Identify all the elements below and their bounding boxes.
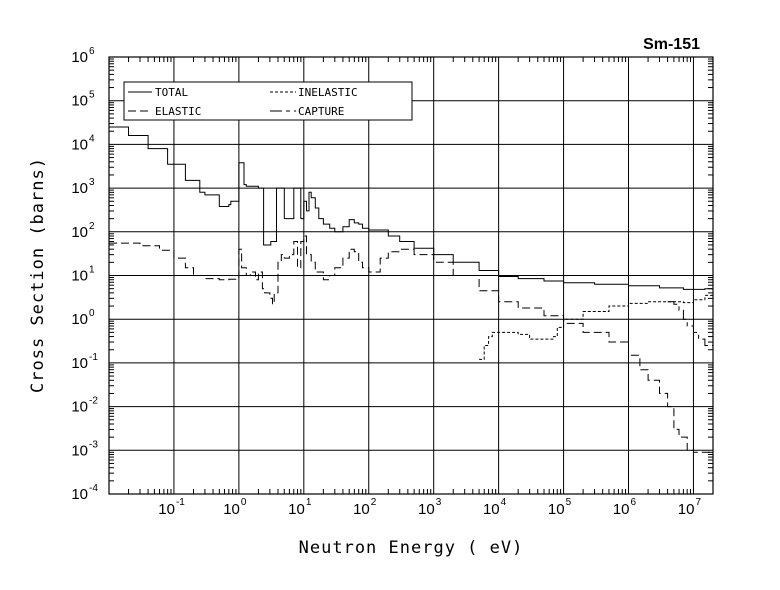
y-tick-label: 10 — [71, 311, 88, 328]
x-tick-exponent: 0 — [241, 497, 247, 508]
y-tick-exponent: -3 — [89, 439, 98, 450]
y-tick-exponent: 1 — [89, 265, 95, 276]
y-tick-exponent: 5 — [89, 90, 95, 101]
legend-label-total: TOTAL — [155, 86, 188, 99]
x-tick-label: 10 — [678, 501, 695, 518]
y-tick-exponent: -1 — [89, 352, 98, 363]
series-line-total — [109, 126, 713, 290]
series-line-inelastic — [479, 293, 713, 360]
y-tick-exponent: 2 — [89, 221, 95, 232]
y-tick-label: 10 — [71, 355, 88, 372]
y-tick-label: 10 — [71, 442, 88, 459]
y-tick-label: 10 — [71, 49, 88, 66]
y-tick-label: 10 — [71, 399, 88, 416]
legend-label-inelastic: INELASTIC — [298, 86, 358, 99]
y-tick-label: 10 — [71, 93, 88, 110]
y-tick-exponent: -4 — [89, 483, 98, 494]
y-axis-title: Cross Section (barns) — [28, 157, 48, 393]
legend: TOTAL ELASTIC INELASTIC CAPTURE — [123, 81, 413, 121]
legend-label-capture: CAPTURE — [298, 105, 344, 118]
ticks — [109, 57, 714, 494]
x-tick-exponent: 4 — [501, 497, 507, 508]
x-axis-title: Neutron Energy ( eV) — [299, 538, 524, 558]
x-tick-label: 10 — [483, 501, 500, 518]
y-tick-label: 10 — [71, 486, 88, 503]
y-tick-exponent: -2 — [89, 396, 98, 407]
y-tick-label: 10 — [71, 268, 88, 285]
series-group — [109, 126, 713, 453]
x-tick-label: 10 — [613, 501, 630, 518]
y-tick-exponent: 0 — [89, 308, 95, 319]
x-tick-exponent: 2 — [371, 497, 377, 508]
x-tick-label: 10 — [353, 501, 370, 518]
x-tick-exponent: 5 — [566, 497, 572, 508]
x-tick-label: 10 — [288, 501, 305, 518]
legend-label-elastic: ELASTIC — [155, 105, 201, 118]
y-tick-exponent: 6 — [89, 46, 95, 57]
y-tick-label: 10 — [71, 180, 88, 197]
x-tick-label: 10 — [223, 501, 240, 518]
plot-frame — [108, 56, 714, 495]
x-tick-label: 10 — [158, 501, 175, 518]
y-tick-exponent: 3 — [89, 177, 95, 188]
x-tick-exponent: -1 — [176, 497, 185, 508]
y-tick-label: 10 — [71, 224, 88, 241]
x-tick-label: 10 — [548, 501, 565, 518]
series-line-elastic — [109, 235, 713, 453]
grid — [109, 57, 713, 494]
x-tick-exponent: 1 — [306, 497, 312, 508]
x-tick-exponent: 6 — [631, 497, 637, 508]
y-tick-exponent: 4 — [89, 133, 95, 144]
series-line-capture — [667, 301, 713, 356]
chart-title: Sm-151 — [643, 36, 700, 53]
x-tick-exponent: 3 — [436, 497, 442, 508]
y-tick-label: 10 — [71, 136, 88, 153]
x-tick-exponent: 7 — [695, 497, 701, 508]
legend-box — [123, 81, 413, 121]
x-tick-label: 10 — [418, 501, 435, 518]
